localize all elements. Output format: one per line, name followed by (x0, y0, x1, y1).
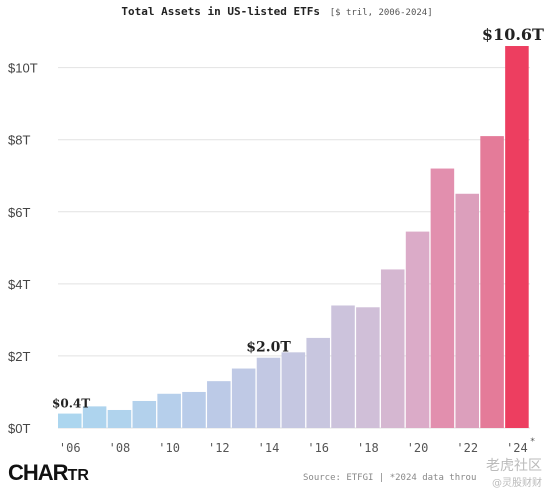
x-tick-label: '22 (456, 441, 478, 455)
bar-2019 (380, 269, 405, 428)
y-tick-label: $8T (8, 133, 30, 148)
logo-main-text: CHAR (8, 460, 69, 485)
bar-2023 (480, 136, 504, 429)
value-annotations: $0.4T $2.0T $10.6T (52, 25, 544, 411)
y-tick-label: $6T (8, 205, 30, 220)
y-tick-label: $4T (8, 277, 30, 292)
chartr-logo: CHARTR (8, 460, 89, 486)
bar-2017 (331, 305, 355, 428)
bar-2010 (157, 393, 181, 428)
bar-2006 (58, 413, 82, 428)
source-note: Source: ETFGI | *2024 data throu (303, 473, 477, 483)
bar-2013 (231, 368, 256, 428)
bar-2008 (107, 409, 132, 428)
x-tick-label: '12 (208, 441, 230, 455)
bar-2021 (430, 168, 455, 429)
bar-2014 (256, 357, 281, 428)
y-axis-labels: $0T $2T $4T $6T $8T $10T (8, 61, 38, 436)
y-tick-label: $10T (8, 61, 38, 76)
x-tick-label: '14 (258, 441, 280, 455)
x-tick-label: '16 (307, 441, 329, 455)
watermark-line-2: @灵股财财 (492, 478, 542, 489)
logo-tr-text: TR (67, 467, 89, 484)
x-tick-footnote-mark: * (530, 437, 535, 447)
bar-2009 (132, 400, 157, 428)
x-tick-label: '10 (158, 441, 180, 455)
bar-2022 (455, 193, 480, 428)
x-tick-label: '18 (357, 441, 379, 455)
bar-2015 (281, 352, 306, 428)
y-tick-label: $2T (8, 349, 30, 364)
chart-subtitle: [$ tril, 2006-2024] (329, 8, 433, 18)
x-tick-label: '20 (407, 441, 429, 455)
watermark-line-1: 老虎社区 (486, 458, 542, 474)
bar-2024 (505, 46, 529, 429)
bars (58, 46, 529, 429)
chart-title: Total Assets in US-listed ETFs (121, 5, 321, 18)
x-axis-labels: '06 '08 '10 '12 '14 '16 '18 '20 '22 '24 * (59, 437, 535, 455)
bar-2012 (207, 381, 231, 428)
bar-2016 (306, 337, 330, 428)
bar-2020 (405, 231, 430, 428)
x-tick-label: '24 (506, 441, 528, 455)
annotation-2024: $10.6T (482, 25, 544, 44)
bar-2007 (82, 406, 107, 428)
x-tick-label: '08 (109, 441, 131, 455)
x-tick-label: '06 (59, 441, 81, 455)
annotation-2006: $0.4T (52, 397, 90, 411)
annotation-2014: $2.0T (246, 340, 291, 356)
bar-2011 (182, 391, 206, 428)
bar-2018 (356, 307, 380, 428)
y-tick-label: $0T (8, 421, 30, 436)
chart-title-row: Total Assets in US-listed ETFs [$ tril, … (0, 2, 554, 21)
